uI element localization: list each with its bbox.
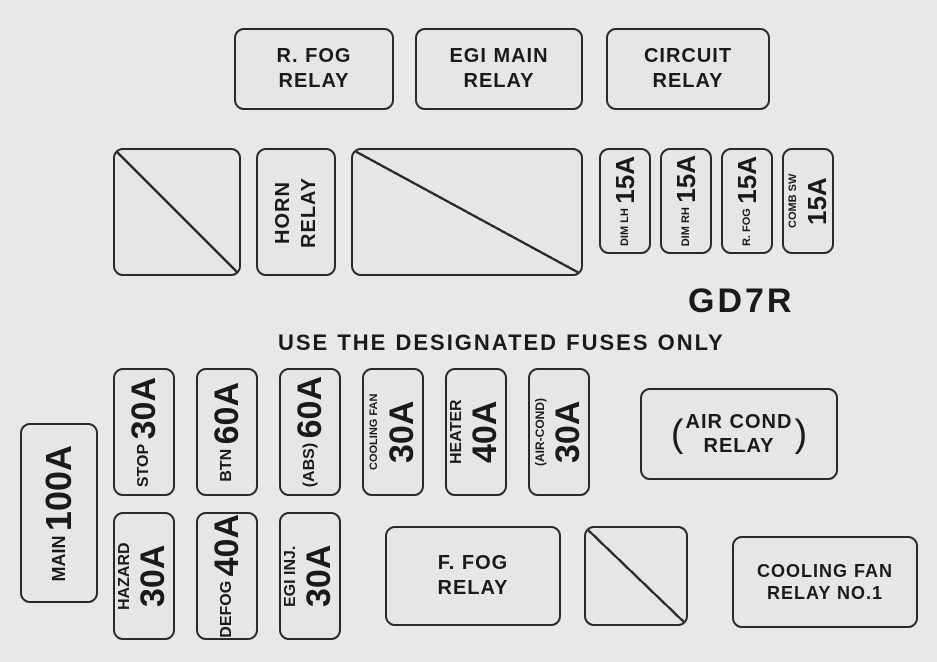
relay-f-fog: F. FOG RELAY xyxy=(385,526,561,626)
fuse-amp: 30A xyxy=(549,401,587,463)
relay-horn: HORN RELAY xyxy=(256,148,336,276)
fuse-amp: 60A xyxy=(291,376,329,438)
fuse-label: COOLING FAN xyxy=(368,394,380,470)
relay-r-fog: R. FOG RELAY xyxy=(234,28,394,110)
fuse-amp: 30A xyxy=(383,401,421,463)
part-code: GD7R xyxy=(688,282,794,321)
fuse-comb-sw: COMB SW 15A xyxy=(782,148,834,254)
paren-right: ) xyxy=(792,415,809,453)
fuse-label: COMB SW xyxy=(787,174,799,228)
empty-slot xyxy=(351,148,583,276)
relay-label: F. FOG xyxy=(438,551,508,576)
fuse-label: DIM RH xyxy=(680,208,692,247)
relay-circuit: CIRCUIT RELAY xyxy=(606,28,770,110)
fuse-label: HEATER xyxy=(448,400,465,465)
fuse-amp: 60A xyxy=(208,382,246,444)
fuse-dim-lh: DIM LH 15A xyxy=(599,148,651,254)
fuse-btn: BTN 60A xyxy=(196,368,258,496)
fuse-label: MAIN xyxy=(49,535,69,581)
fuse-amp: 40A xyxy=(208,514,246,576)
paren-left: ( xyxy=(669,415,686,453)
relay-egi-main: EGI MAIN RELAY xyxy=(415,28,583,110)
relay-label: COOLING FAN xyxy=(757,560,893,583)
fuse-amp: 40A xyxy=(466,401,504,463)
relay-label: RELAY xyxy=(438,576,509,601)
relay-label: EGI MAIN xyxy=(449,44,548,69)
empty-slot xyxy=(584,526,688,626)
fuse-amp: 15A xyxy=(671,155,701,203)
relay-air-cond: ( AIR COND RELAY ) xyxy=(640,388,838,480)
fuse-cooling-fan: COOLING FAN 30A xyxy=(362,368,424,496)
fuse-abs: (ABS) 60A xyxy=(279,368,341,496)
relay-label: R. FOG xyxy=(277,44,352,69)
fuse-label: DEFOG xyxy=(218,581,235,638)
fuse-label: HAZARD xyxy=(116,542,133,610)
fuse-egi-inj: EGI INJ. 30A xyxy=(279,512,341,640)
fuse-amp: 15A xyxy=(732,156,762,204)
empty-slot xyxy=(113,148,241,276)
fuse-stop: STOP 30A xyxy=(113,368,175,496)
fuse-label: R. FOG xyxy=(741,208,753,246)
fuse-defog: DEFOG 40A xyxy=(196,512,258,640)
fuse-label: (ABS) xyxy=(301,443,318,487)
fuse-amp: 30A xyxy=(125,377,163,439)
fuse-amp: 30A xyxy=(300,545,338,607)
relay-label: RELAY xyxy=(653,69,724,94)
fuse-label: EGI INJ. xyxy=(282,545,299,606)
relay-cooling-fan: COOLING FAN RELAY NO.1 xyxy=(732,536,918,628)
fuse-label: DIM LH xyxy=(619,208,631,246)
fuse-air-cond: (AIR-COND) 30A xyxy=(528,368,590,496)
relay-label: RELAY xyxy=(704,435,775,457)
fuse-amp: 15A xyxy=(610,156,640,204)
fuse-main: MAIN 100A xyxy=(20,423,98,603)
fuse-r-fog: R. FOG 15A xyxy=(721,148,773,254)
relay-label: CIRCUIT xyxy=(644,44,732,69)
fuse-label: STOP xyxy=(135,444,152,487)
fuse-amp: 30A xyxy=(134,545,172,607)
fuse-amp: 100A xyxy=(38,445,79,531)
relay-label: RELAY NO.1 xyxy=(767,582,883,605)
fuse-label: BTN xyxy=(218,449,235,482)
relay-label: RELAY xyxy=(464,69,535,94)
note-text: USE THE DESIGNATED FUSES ONLY xyxy=(278,330,725,356)
fuse-hazard: HAZARD 30A xyxy=(113,512,175,640)
relay-label: HORN xyxy=(272,181,294,244)
relay-label: RELAY xyxy=(279,69,350,94)
fuse-dim-rh: DIM RH 15A xyxy=(660,148,712,254)
relay-label: RELAY xyxy=(298,177,320,248)
fuse-amp: 15A xyxy=(802,177,832,225)
relay-label: AIR COND xyxy=(686,411,793,433)
fuse-label: (AIR-COND) xyxy=(533,398,547,466)
fuse-heater: HEATER 40A xyxy=(445,368,507,496)
